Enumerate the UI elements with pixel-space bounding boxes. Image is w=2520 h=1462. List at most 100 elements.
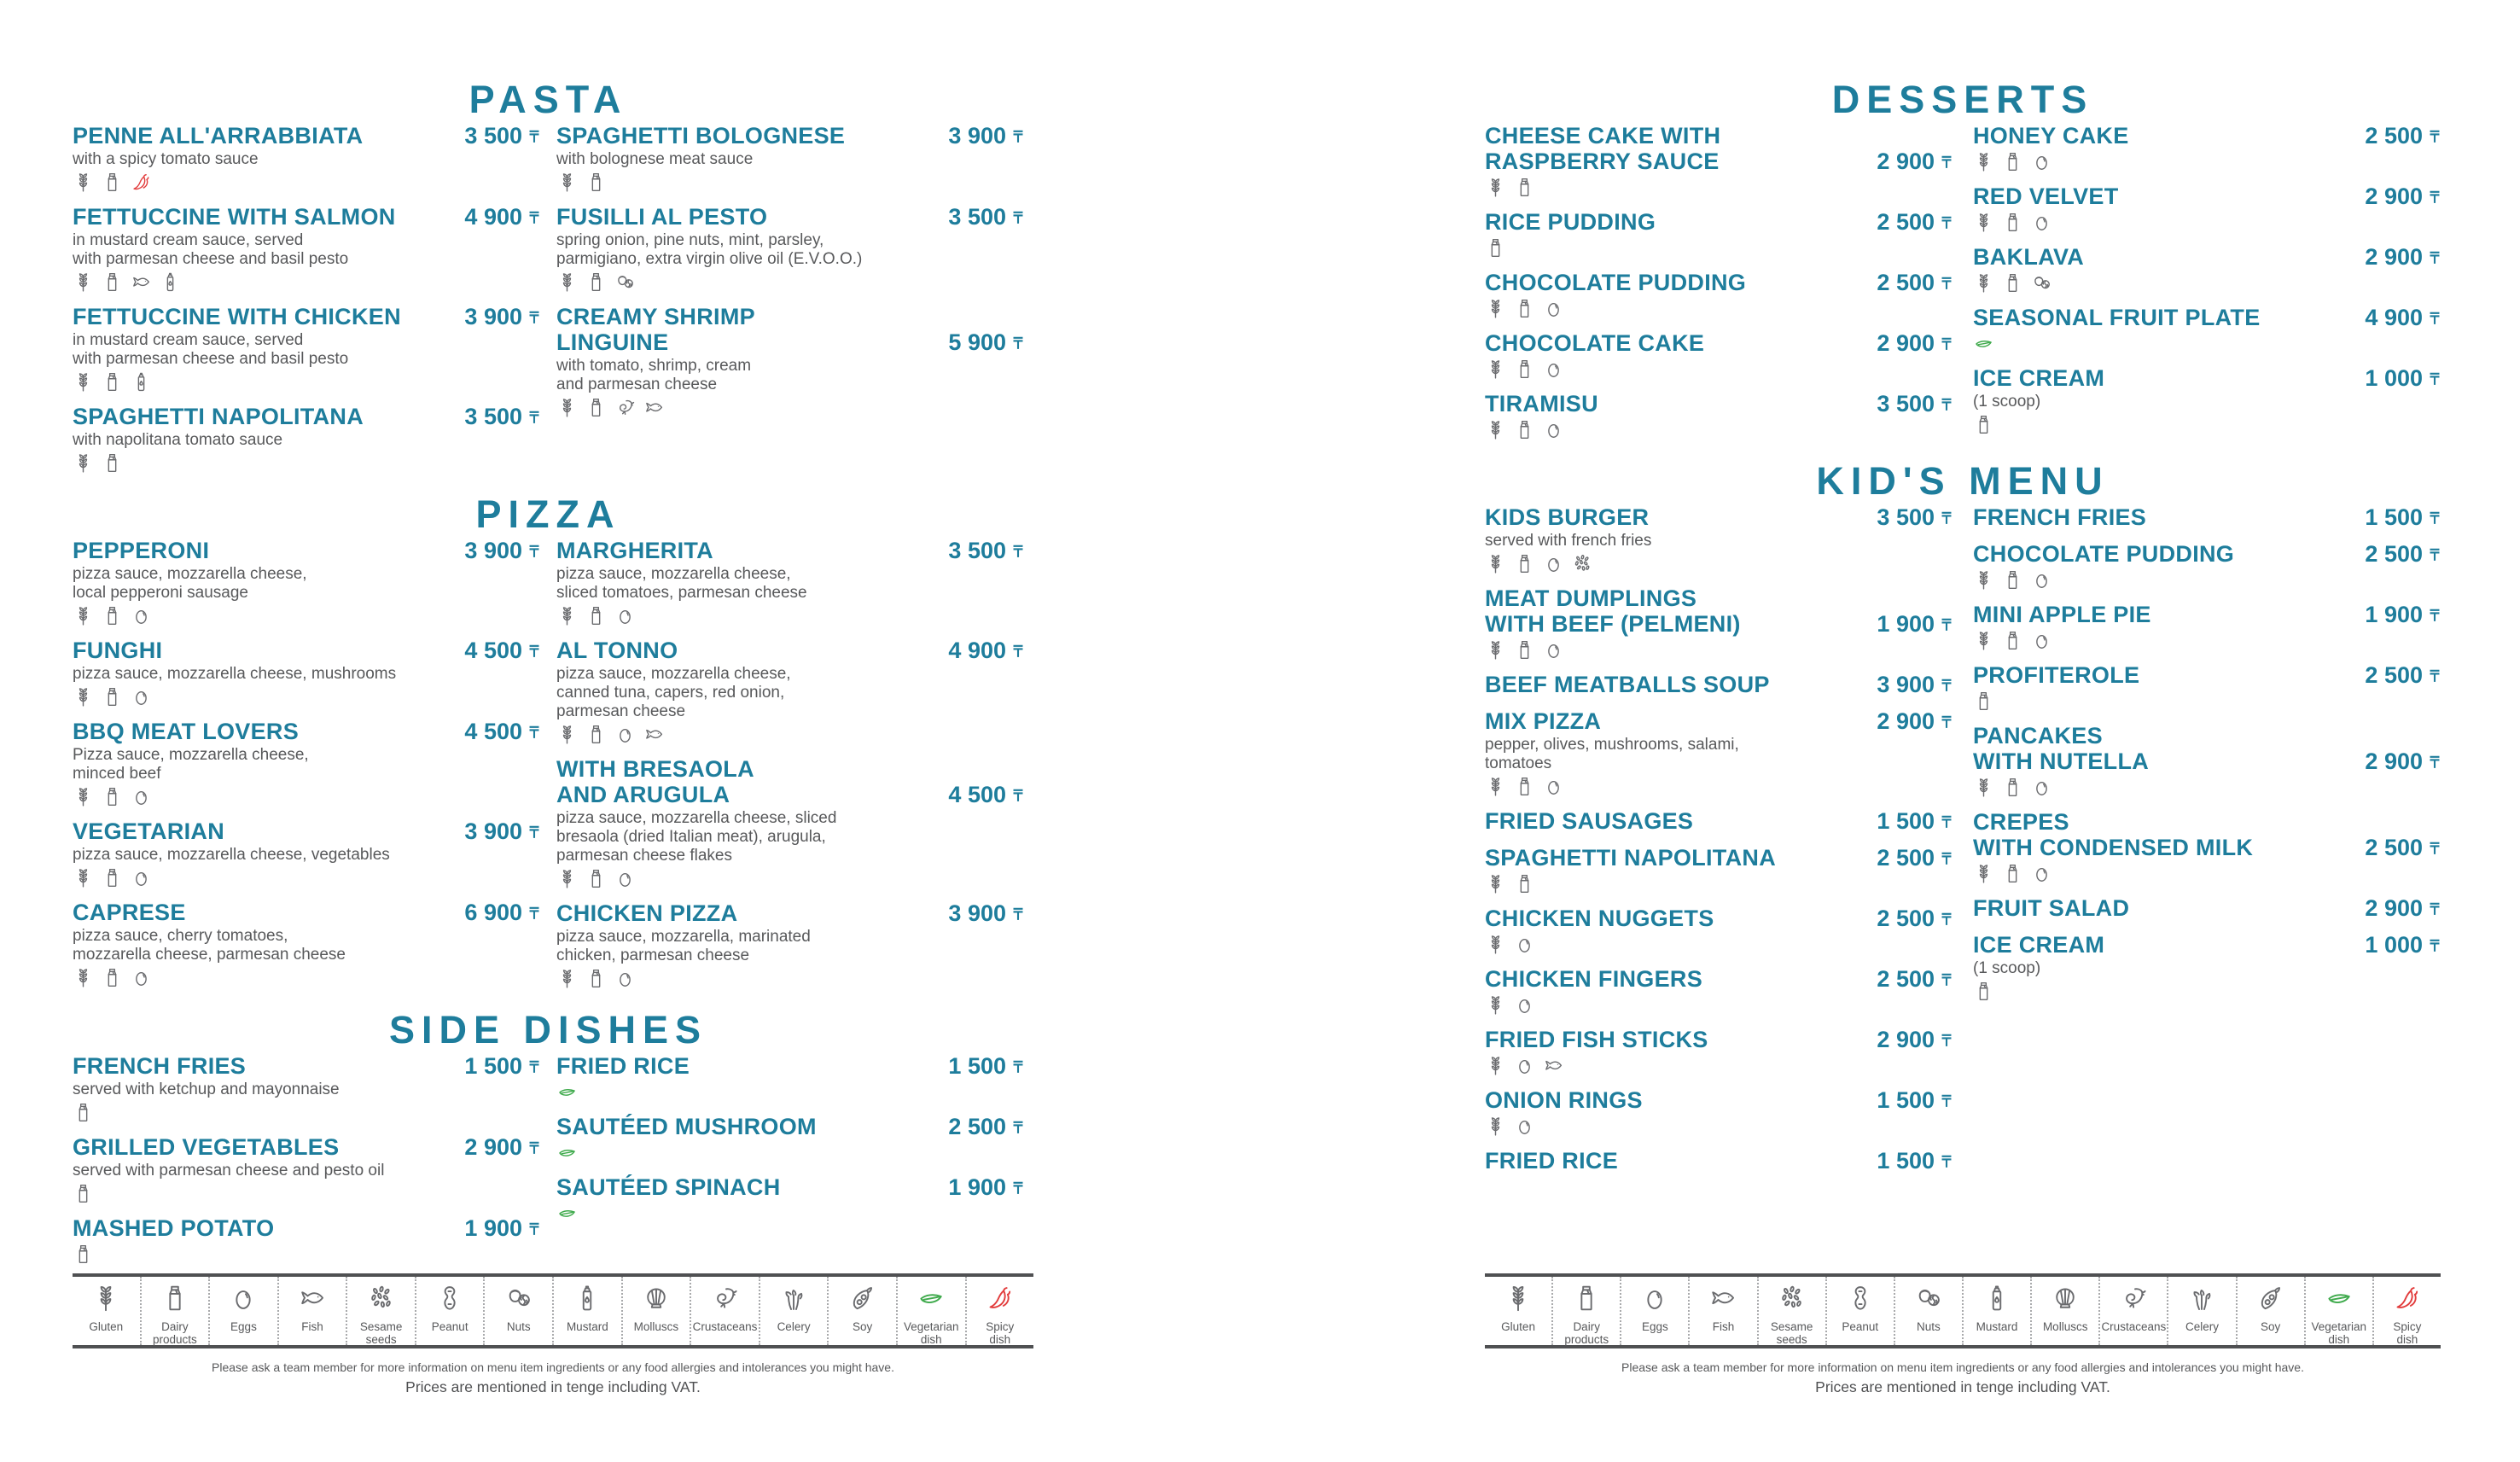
eggs-icon — [1543, 358, 1564, 380]
item-head: ICE CREAM 1 000 — [1973, 365, 2441, 391]
menu-item: PEPPERONI 3 900 pizza sauce, mozzarella … — [73, 538, 540, 626]
item-head: PANCAKES WITH NUTELLA 2 900 — [1973, 723, 2441, 774]
nuts-icon — [504, 1284, 533, 1313]
tenge-currency-icon — [1012, 1057, 1024, 1075]
gluten-icon — [1973, 777, 1994, 798]
item-name: RED VELVET — [1973, 183, 2119, 209]
item-name: PANCAKES WITH NUTELLA — [1973, 723, 2150, 774]
menu-item: FRUIT SALAD 2 900 — [1973, 895, 2441, 921]
sesame-icon — [1778, 1284, 1807, 1313]
item-description: pepper, olives, mushrooms, salami, tomat… — [1485, 736, 1739, 772]
section-pizza: PIZZA PEPPERONI 3 900 pizza sauce, mozza… — [73, 493, 1024, 1000]
item-name: CAPRESE — [73, 900, 186, 925]
section-side-dishes: SIDE DISHES FRENCH FRIES 1 500 served wi… — [73, 1009, 1024, 1276]
allergen-legend: Gluten Dairy products Eggs Fish Sesame s… — [73, 1273, 1033, 1348]
pasta-column-1: PENNE ALL'ARRABBIATA 3 500 with a spicy … — [73, 123, 540, 485]
item-name: FUSILLI AL PESTO — [556, 204, 768, 230]
item-price: 1 900 — [2365, 602, 2441, 627]
item-price: 3 900 — [464, 818, 540, 844]
item-head: SAUTÉED MUSHROOM 2 500 — [556, 1114, 1024, 1139]
item-name: FRENCH FRIES — [1973, 504, 2147, 530]
molluscs-icon — [642, 1284, 671, 1313]
legend-label: Molluscs — [633, 1320, 679, 1333]
price-value: 1 900 — [948, 1174, 1006, 1200]
legend-item: Spicy dish — [2372, 1277, 2441, 1346]
legend-label: Vegetarian dish — [2311, 1320, 2367, 1346]
tenge-currency-icon — [2429, 839, 2441, 856]
price-value: 2 900 — [2365, 895, 2423, 921]
pizza-column-1: PEPPERONI 3 900 pizza sauce, mozzarella … — [73, 538, 540, 1000]
item-price: 1 500 — [464, 1053, 540, 1079]
item-name: SPAGHETTI NAPOLITANA — [1485, 845, 1776, 871]
dairy-icon — [2002, 569, 2023, 591]
item-name: FRIED SAUSAGES — [1485, 808, 1694, 834]
tenge-currency-icon — [1941, 1031, 1953, 1048]
allergen-icons — [556, 968, 1024, 989]
legend-icon-slot — [1504, 1284, 1533, 1317]
tenge-currency-icon — [1941, 213, 1953, 230]
eggs-icon — [1640, 1284, 1669, 1313]
legend-label: Fish — [301, 1320, 323, 1333]
item-description: pizza sauce, mozzarella cheese, vegetabl… — [73, 846, 390, 864]
allergen-icons — [1973, 212, 2441, 233]
legend-label: Celery — [777, 1320, 811, 1333]
gluten-icon — [556, 724, 578, 745]
item-price: 3 500 — [464, 123, 540, 149]
tenge-currency-icon — [528, 723, 540, 740]
item-name: FRIED RICE — [556, 1053, 690, 1079]
dairy-icon — [1514, 639, 1535, 661]
legend-icon-slot — [2119, 1284, 2148, 1317]
nuts-icon — [1914, 1284, 1943, 1313]
menu-item: SAUTÉED SPINACH 1 900 — [556, 1174, 1024, 1224]
item-name: FETTUCCINE WITH CHICKEN — [73, 304, 401, 329]
item-name: PROFITEROLE — [1973, 662, 2140, 688]
fish-icon — [1543, 1055, 1564, 1076]
allergen-icons — [556, 1081, 1024, 1103]
legend-label: Mustard — [566, 1320, 608, 1333]
menu-item: BEEF MEATBALLS SOUP 3 900 — [1485, 672, 1953, 697]
allergen-icons — [73, 1183, 540, 1204]
gluten-icon — [1973, 863, 1994, 884]
allergen-icons — [73, 967, 540, 988]
legend-icon-slot — [848, 1284, 877, 1317]
menu-item: CHOCOLATE PUDDING 2 500 — [1485, 270, 1953, 319]
item-price: 1 900 — [464, 1215, 540, 1241]
tenge-currency-icon — [1012, 127, 1024, 144]
section-title-side-dishes: SIDE DISHES — [388, 1008, 708, 1051]
item-price: 2 900 — [464, 1134, 540, 1160]
menu-item: FETTUCCINE WITH CHICKEN 3 900 in mustard… — [73, 304, 540, 393]
dairy-icon — [102, 452, 123, 474]
menu-item: BBQ MEAT LOVERS 4 500 Pizza sauce, mozza… — [73, 719, 540, 807]
tenge-currency-icon — [1012, 208, 1024, 225]
price-value: 1 000 — [2365, 365, 2423, 391]
item-name: SPAGHETTI NAPOLITANA — [73, 404, 364, 429]
item-head: SPAGHETTI BOLOGNESE 3 900 — [556, 123, 1024, 149]
menu-item: FRIED FISH STICKS 2 900 — [1485, 1027, 1953, 1076]
allergen-icons — [1973, 272, 2441, 294]
legend-icon-slot — [642, 1284, 671, 1317]
tenge-currency-icon — [1941, 153, 1953, 170]
fish-icon — [131, 271, 152, 293]
tenge-currency-icon — [1012, 642, 1024, 659]
legend-icon-slot — [160, 1284, 189, 1317]
price-value: 4 500 — [948, 782, 1006, 807]
item-name: MINI APPLE PIE — [1973, 602, 2151, 627]
item-description: with napolitana tomato sauce — [73, 431, 283, 449]
price-value: 2 500 — [1877, 209, 1935, 235]
menu-page-right: DESSERTS CHEESE CAKE WITH RASPBERRY SAUC… — [1260, 0, 2520, 1462]
menu-item: ONION RINGS 1 500 — [1485, 1087, 1953, 1137]
mustard-icon — [131, 371, 152, 393]
eggs-icon — [2031, 777, 2052, 798]
item-name: MEAT DUMPLINGS WITH BEEF (PELMENI) — [1485, 585, 1741, 637]
item-price: 2 500 — [2365, 835, 2441, 860]
kids-menu-column-2: FRENCH FRIES 1 500 CHOCOLATE PUDDING 2 5… — [1973, 504, 2441, 1185]
menu-item: FRIED RICE 1 500 — [1485, 1148, 1953, 1174]
legend-item: Crustaceans — [690, 1277, 759, 1345]
tenge-currency-icon — [1941, 335, 1953, 352]
legend-item: Sesame seeds — [346, 1277, 415, 1346]
menu-item: FRIED SAUSAGES 1 500 — [1485, 808, 1953, 834]
item-name: CHOCOLATE PUDDING — [1485, 270, 1747, 295]
dairy-icon — [1973, 414, 1994, 435]
item-head: FRIED SAUSAGES 1 500 — [1485, 808, 1953, 834]
item-name: CHICKEN NUGGETS — [1485, 906, 1714, 931]
